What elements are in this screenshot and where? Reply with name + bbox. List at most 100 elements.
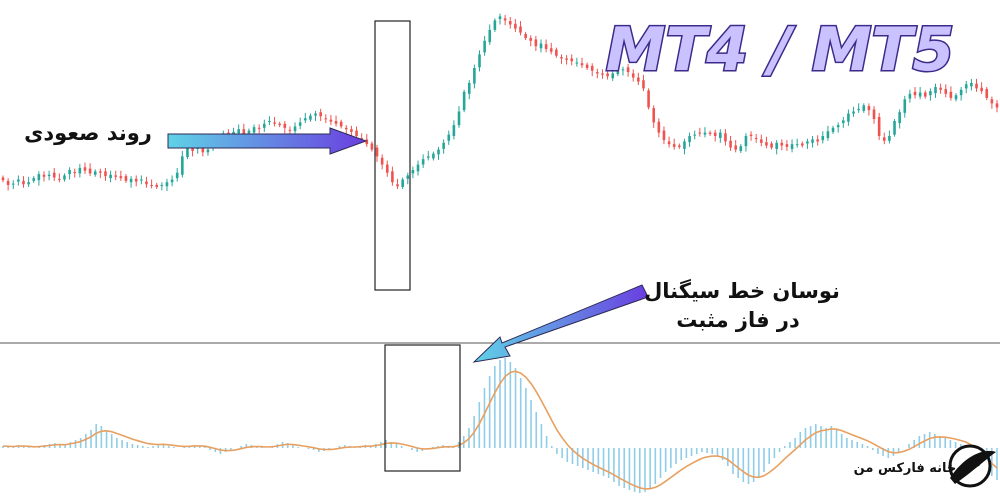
candle: [426, 150, 430, 161]
candle: [411, 166, 415, 179]
candle: [637, 72, 640, 85]
candle: [406, 172, 410, 185]
candle: [667, 136, 671, 148]
candle: [263, 119, 266, 132]
candle: [929, 88, 932, 101]
candle: [995, 99, 999, 113]
candle: [908, 89, 912, 103]
uptrend-arrow: [167, 127, 368, 155]
candle: [493, 18, 497, 32]
candle: [385, 160, 389, 177]
candle: [852, 106, 855, 117]
signal-arrow: [472, 284, 649, 363]
candle: [877, 112, 881, 141]
candle: [847, 109, 850, 126]
candle: [611, 68, 615, 81]
candle: [918, 87, 922, 100]
candle: [765, 136, 768, 149]
candle: [165, 178, 169, 192]
candle: [303, 112, 307, 124]
candle: [47, 170, 51, 181]
signal-label-line-1: نوسان خط سیگنال: [644, 278, 840, 303]
candle: [365, 133, 369, 147]
candle: [708, 130, 712, 136]
candle: [160, 182, 164, 191]
candle: [457, 106, 461, 128]
candle: [283, 121, 287, 134]
candle: [944, 84, 948, 98]
candle: [913, 87, 917, 99]
candle: [396, 178, 399, 190]
candle: [934, 83, 937, 98]
candle: [514, 19, 517, 32]
candle: [775, 140, 778, 155]
signal-label-line-2: در فاز مثبت: [676, 308, 800, 332]
candle: [683, 138, 686, 155]
candle: [647, 88, 650, 110]
candle: [519, 21, 522, 36]
candle: [309, 113, 312, 122]
candle: [416, 160, 420, 176]
logo-swoosh-icon: [950, 450, 996, 484]
candle: [134, 175, 138, 187]
candle: [329, 114, 333, 126]
candle: [642, 74, 645, 92]
candle: [631, 69, 635, 82]
candle: [42, 171, 46, 182]
candle: [114, 170, 118, 181]
candle: [621, 66, 625, 76]
candle: [99, 168, 102, 179]
candle: [580, 57, 584, 68]
candle: [447, 130, 451, 145]
candle: [678, 143, 681, 149]
candle: [503, 14, 507, 26]
candle: [795, 138, 799, 148]
candle: [831, 125, 835, 134]
candle: [63, 173, 66, 182]
candle: [104, 167, 107, 181]
candle: [11, 180, 15, 190]
candle: [898, 109, 901, 129]
candle: [380, 154, 384, 170]
candle: [857, 103, 860, 113]
candle: [88, 163, 92, 177]
candle: [698, 127, 702, 137]
candle: [375, 144, 379, 162]
candle: [257, 124, 261, 134]
candle: [616, 68, 620, 77]
candle: [893, 119, 896, 137]
page-title: MT4 / MT5: [606, 15, 954, 85]
candle: [17, 175, 20, 186]
candle: [155, 182, 159, 190]
candle: [462, 89, 466, 113]
candle: [83, 162, 87, 175]
candle: [724, 129, 727, 146]
candle: [145, 176, 148, 188]
uptrend-highlight-box: [374, 20, 411, 291]
candle: [780, 139, 784, 151]
candle: [119, 170, 123, 181]
candle: [334, 115, 338, 127]
candle: [140, 175, 143, 185]
candle: [565, 55, 568, 65]
candle: [27, 176, 30, 187]
candle: [478, 50, 481, 72]
candle: [555, 47, 558, 58]
candle: [800, 141, 804, 148]
candle: [421, 154, 425, 168]
candle: [970, 78, 973, 91]
candle: [391, 166, 394, 186]
candle: [713, 129, 717, 142]
candle: [52, 167, 56, 181]
candle: [964, 80, 968, 94]
candle: [882, 132, 886, 145]
candle: [344, 125, 348, 135]
candle: [626, 63, 630, 77]
candle: [37, 171, 41, 186]
candle: [806, 138, 809, 149]
candle: [529, 35, 533, 47]
macd-pane: [2, 358, 998, 493]
candle: [575, 57, 579, 67]
candle: [268, 116, 271, 126]
candle: [293, 122, 297, 136]
